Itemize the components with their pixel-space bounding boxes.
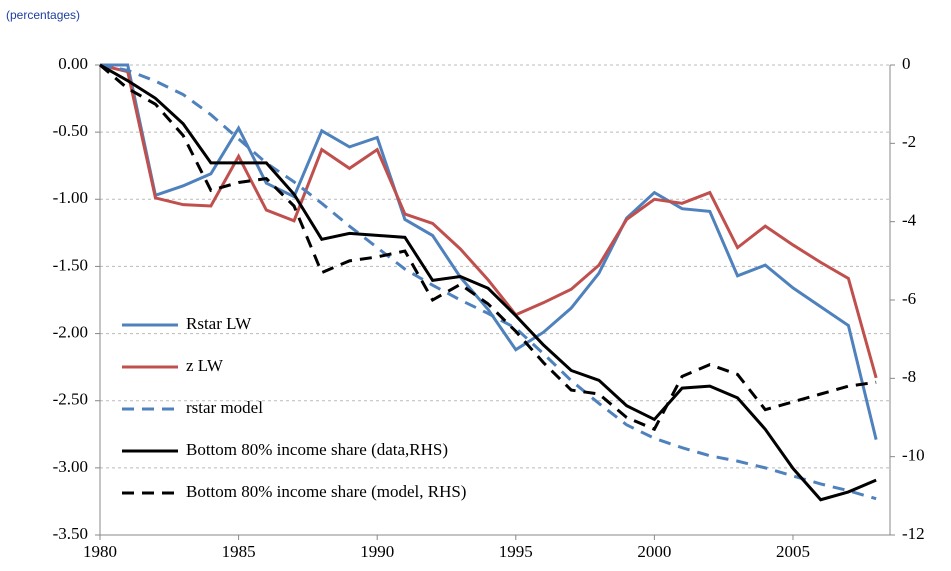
- x-tick-label: 1995: [499, 542, 533, 561]
- y-tick-label: -2.50: [53, 390, 88, 409]
- y2-tick-label: -10: [902, 446, 925, 465]
- y-tick-label: -3.50: [53, 524, 88, 543]
- x-tick-label: 1990: [360, 542, 394, 561]
- y2-tick-label: -4: [902, 211, 917, 230]
- x-tick-label: 2005: [776, 542, 810, 561]
- legend-label: Rstar LW: [186, 314, 252, 333]
- y2-tick-label: -2: [902, 132, 916, 151]
- legend-label: rstar model: [186, 398, 263, 417]
- chart-subtitle: (percentages): [6, 8, 80, 22]
- y2-tick-label: -12: [902, 524, 925, 543]
- series-line: [99, 63, 877, 432]
- y-tick-label: 0.00: [58, 54, 88, 73]
- y2-tick-label: -8: [902, 367, 916, 386]
- series-line: [100, 63, 878, 441]
- series-line: [99, 63, 877, 501]
- legend-label: Bottom 80% income share (model, RHS): [186, 482, 466, 501]
- series-line: [99, 63, 878, 379]
- x-tick-label: 1985: [222, 542, 256, 561]
- y-tick-label: -1.00: [53, 188, 88, 207]
- y-tick-label: -3.00: [53, 457, 88, 476]
- y-tick-label: -0.50: [53, 121, 88, 140]
- x-tick-label: 1980: [83, 542, 117, 561]
- x-tick-label: 2000: [637, 542, 671, 561]
- series-line: [99, 63, 877, 502]
- y-tick-label: -2.00: [53, 322, 88, 341]
- y2-tick-label: 0: [902, 54, 911, 73]
- y2-tick-label: -6: [902, 289, 916, 308]
- y-tick-label: -1.50: [53, 255, 88, 274]
- legend-label: Bottom 80% income share (data,RHS): [186, 440, 448, 459]
- legend-label: z LW: [186, 356, 224, 375]
